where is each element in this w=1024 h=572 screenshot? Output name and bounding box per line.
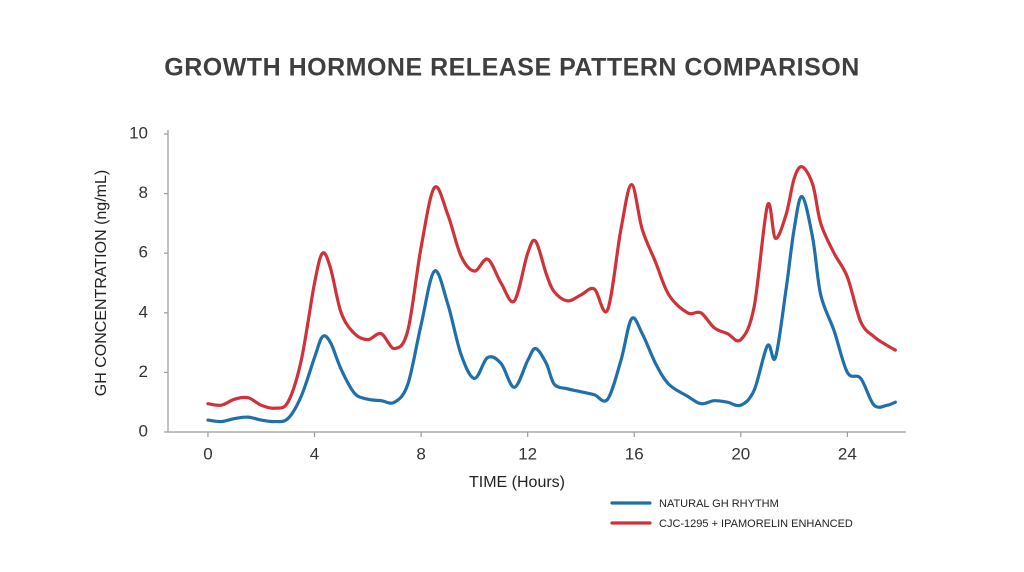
y-tick-label: 10 — [129, 123, 148, 142]
x-tick-label: 12 — [518, 444, 537, 463]
x-tick-label: 8 — [416, 444, 425, 463]
x-tick-label: 16 — [625, 444, 644, 463]
y-tick-label: 6 — [139, 243, 148, 262]
y-tick-label: 2 — [139, 362, 148, 381]
x-tick-label: 24 — [838, 444, 857, 463]
x-tick-label: 0 — [203, 444, 212, 463]
y-tick-label: 0 — [139, 421, 148, 440]
x-axis-label: TIME (Hours) — [469, 474, 565, 491]
y-tick-label: 4 — [139, 302, 148, 321]
y-tick-label: 8 — [139, 183, 148, 202]
y-axis-label: GH CONCENTRATION (ng/mL) — [93, 170, 110, 396]
chart-title: GROWTH HORMONE RELEASE PATTERN COMPARISO… — [164, 54, 860, 82]
series-line — [206, 165, 897, 410]
legend-label: NATURAL GH RHYTHM — [659, 498, 779, 510]
legend-label: CJC-1295 + IPAMORELIN ENHANCED — [659, 518, 853, 530]
x-tick-label: 20 — [731, 444, 750, 463]
series-line — [206, 194, 897, 424]
x-tick-label: 4 — [310, 444, 319, 463]
